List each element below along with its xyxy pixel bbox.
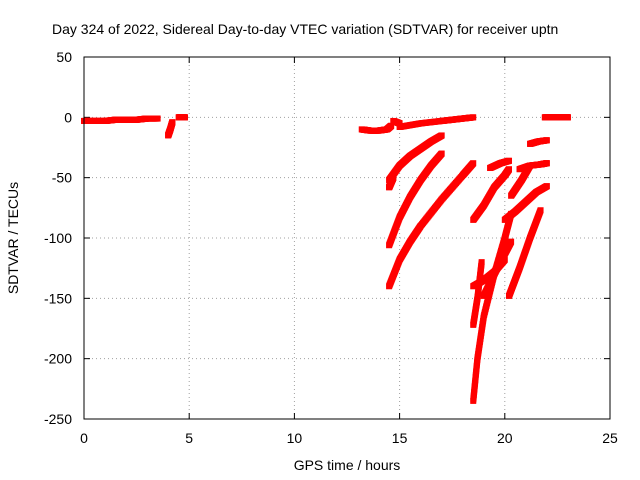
y-tick-label: -50 xyxy=(52,170,72,186)
data-point xyxy=(543,160,550,167)
x-axis-label: GPS time / hours xyxy=(294,457,401,473)
y-tick-label: -200 xyxy=(44,351,72,367)
data-point xyxy=(169,119,176,126)
y-tick-label: -250 xyxy=(44,411,72,427)
data-point xyxy=(508,238,515,245)
data-point xyxy=(506,157,513,164)
data-point xyxy=(154,115,161,122)
y-tick-label: 50 xyxy=(56,49,72,65)
x-tick-label: 0 xyxy=(80,430,88,446)
plot-frame xyxy=(83,56,611,420)
data-point xyxy=(438,132,445,139)
data-point xyxy=(396,120,403,127)
data-point xyxy=(564,114,571,121)
data-point xyxy=(543,137,550,144)
x-tick-label: 20 xyxy=(497,430,513,446)
y-axis-label: SDTVAR / TECUs xyxy=(5,182,21,294)
y-tick-label: -100 xyxy=(44,230,72,246)
data-point xyxy=(537,207,544,214)
data-point xyxy=(438,150,445,157)
y-tick-label: -150 xyxy=(44,290,72,306)
data-marks xyxy=(81,114,571,404)
data-point xyxy=(506,166,513,173)
x-tick-label: 25 xyxy=(602,430,618,446)
data-point xyxy=(181,114,188,121)
data-point xyxy=(470,114,477,121)
data-point xyxy=(470,160,477,167)
data-point xyxy=(388,122,395,129)
chart-title: Day 324 of 2022, Sidereal Day-to-day VTE… xyxy=(52,21,558,37)
y-tick-label: 0 xyxy=(64,109,72,125)
axis-ticks: 0 5 10 15 20 25 -250 -200 -150 -100 -50 0 50 xyxy=(44,49,618,446)
data-point xyxy=(543,183,550,190)
x-tick-label: 5 xyxy=(185,430,193,446)
data-point xyxy=(478,259,485,266)
x-tick-label: 10 xyxy=(287,430,303,446)
x-tick-label: 15 xyxy=(392,430,408,446)
